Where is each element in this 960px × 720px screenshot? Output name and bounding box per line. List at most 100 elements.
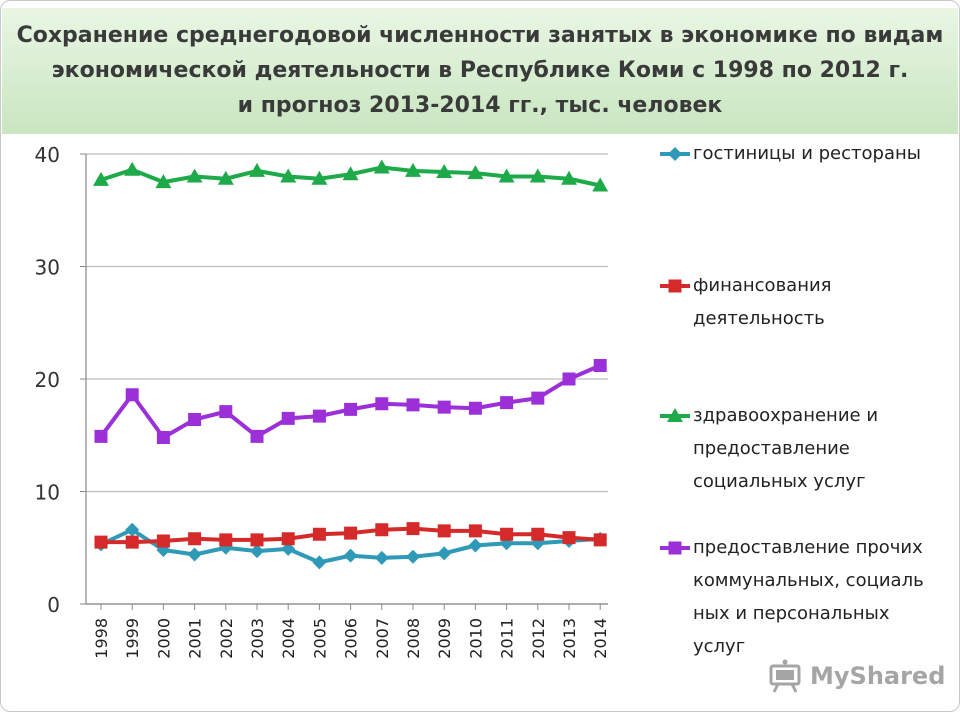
data-point <box>406 549 420 564</box>
data-point <box>186 168 203 183</box>
data-point <box>219 405 233 419</box>
data-point <box>467 165 484 180</box>
data-point <box>250 533 264 547</box>
legend-label: предоставление прочих <box>693 537 923 558</box>
data-point <box>187 547 202 562</box>
y-tick-label: 40 <box>35 143 60 167</box>
x-tick-label: 1999 <box>123 618 142 659</box>
data-point <box>311 170 328 185</box>
x-tick-label: 2002 <box>217 618 236 659</box>
data-point <box>312 409 326 423</box>
data-point <box>219 533 233 547</box>
data-point <box>344 402 358 416</box>
data-point <box>531 527 545 541</box>
x-tick-label: 1998 <box>92 618 111 659</box>
data-point <box>406 522 420 536</box>
legend-marker <box>668 279 682 293</box>
data-point <box>562 531 576 545</box>
y-tick-label: 10 <box>35 481 60 505</box>
data-point <box>593 359 607 372</box>
title-line-2: экономической деятельности в Республике … <box>51 58 909 83</box>
data-point <box>312 527 326 541</box>
x-tick-label: 2003 <box>248 618 267 659</box>
data-point <box>250 544 264 559</box>
data-point <box>344 526 358 540</box>
legend-label: социальных услуг <box>693 471 866 492</box>
y-tick-label: 20 <box>35 368 60 392</box>
data-point <box>125 388 139 402</box>
series-line-4 <box>99 363 601 440</box>
x-tick-label: 2001 <box>186 618 205 659</box>
data-point <box>468 401 482 415</box>
data-point <box>561 170 577 185</box>
data-point <box>374 550 389 565</box>
data-point <box>188 532 202 546</box>
legend-label: здравоохранение и <box>693 405 879 426</box>
legend-marker <box>668 541 682 555</box>
page-title: Сохранение среднегодовой численности зан… <box>10 18 950 123</box>
title-line-1: Сохранение среднегодовой численности зан… <box>16 23 944 48</box>
data-point <box>343 548 358 563</box>
data-point <box>281 411 295 425</box>
data-point <box>249 162 265 177</box>
data-point <box>436 164 453 178</box>
data-point <box>437 400 451 414</box>
data-point <box>593 533 607 547</box>
legend-label: коммунальных, социаль <box>693 570 924 591</box>
legend-label: предоставление <box>693 438 850 459</box>
x-tick-label: 2014 <box>591 618 610 659</box>
data-point <box>312 555 327 570</box>
data-point <box>125 535 139 549</box>
data-point <box>94 429 108 443</box>
data-point <box>188 413 202 426</box>
x-tick-label: 2005 <box>310 618 329 659</box>
data-point <box>373 159 390 174</box>
data-point <box>281 541 296 556</box>
data-point <box>375 397 389 411</box>
data-point <box>156 431 170 444</box>
x-tick-label: 2004 <box>279 618 298 659</box>
data-point <box>592 177 609 192</box>
x-tick-label: 2012 <box>529 618 548 659</box>
data-point <box>529 168 546 183</box>
data-point <box>342 166 359 181</box>
data-point <box>406 398 420 412</box>
y-tick-label: 30 <box>35 256 60 280</box>
data-point <box>498 168 515 183</box>
x-tick-label: 2010 <box>466 618 485 659</box>
data-point <box>500 396 514 410</box>
projector-icon <box>769 659 801 693</box>
data-point <box>280 168 297 183</box>
watermark: MyShared <box>768 656 945 696</box>
data-point <box>562 372 576 386</box>
watermark-text: MyShared <box>810 662 946 690</box>
data-point <box>250 429 264 443</box>
data-point <box>94 535 108 549</box>
data-point <box>156 534 170 548</box>
title-line-3: и прогноз 2013-2014 гг., тыс. человек <box>237 93 723 118</box>
data-point <box>125 522 140 537</box>
legend-label: услуг <box>693 636 746 657</box>
data-point <box>124 161 141 176</box>
legend-label: финансования <box>693 275 832 296</box>
x-tick-label: 2008 <box>404 618 423 659</box>
data-point <box>155 174 172 189</box>
legend-label: гостиницы и рестораны <box>693 143 921 164</box>
data-point <box>468 538 483 553</box>
data-point <box>281 532 295 546</box>
x-tick-label: 2009 <box>435 618 454 659</box>
data-point <box>93 171 109 186</box>
y-tick-label: 0 <box>47 593 60 617</box>
data-point <box>437 524 451 538</box>
x-tick-label: 2006 <box>342 618 361 659</box>
legend-marker <box>667 408 683 422</box>
x-tick-label: 2000 <box>154 618 173 659</box>
x-tick-label: 2013 <box>560 618 579 659</box>
data-point <box>437 546 452 561</box>
x-tick-label: 2007 <box>373 618 392 659</box>
data-point <box>217 170 234 185</box>
legend-marker <box>668 147 682 161</box>
x-tick-label: 2011 <box>498 618 517 659</box>
data-point <box>405 162 421 177</box>
